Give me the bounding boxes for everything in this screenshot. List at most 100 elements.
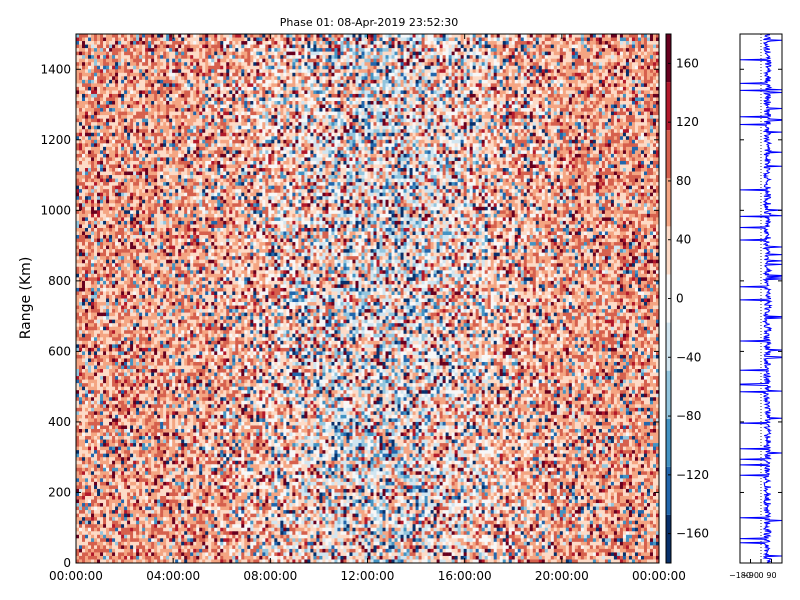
heatmap-cell <box>139 503 142 507</box>
heatmap-cell <box>124 387 127 391</box>
heatmap-cell <box>139 97 142 101</box>
heatmap-cell <box>82 288 85 292</box>
heatmap-cell <box>118 351 121 355</box>
heatmap-cell <box>103 457 106 461</box>
heatmap-cell <box>133 514 136 518</box>
heatmap-cell <box>82 521 85 525</box>
heatmap-cell <box>115 376 118 380</box>
heatmap-cell <box>115 383 118 387</box>
heatmap-cell <box>103 341 106 345</box>
heatmap-cell <box>112 140 115 144</box>
heatmap-cell <box>124 556 127 560</box>
heatmap-cell <box>85 334 88 338</box>
heatmap-cell <box>127 136 130 140</box>
heatmap-cell <box>109 535 112 539</box>
heatmap-cell <box>91 172 94 176</box>
heatmap-cell <box>139 351 142 355</box>
heatmap-cell <box>130 90 133 94</box>
heatmap-cell <box>115 369 118 373</box>
heatmap-cell <box>121 66 124 70</box>
heatmap-cell <box>121 256 124 260</box>
heatmap-cell <box>136 383 139 387</box>
heatmap-cell <box>97 538 100 542</box>
heatmap-cell <box>112 284 115 288</box>
heatmap-cell <box>100 45 103 49</box>
heatmap-cell <box>127 355 130 359</box>
heatmap-cell <box>136 94 139 98</box>
heatmap-cell <box>103 150 106 154</box>
heatmap-cell <box>106 552 109 556</box>
heatmap-cell <box>106 246 109 250</box>
heatmap-cell <box>88 418 91 422</box>
heatmap-cell <box>94 524 97 528</box>
heatmap-cell <box>127 306 130 310</box>
heatmap-cell <box>121 94 124 98</box>
heatmap-cell <box>79 415 82 419</box>
heatmap-cell <box>91 175 94 179</box>
heatmap-cell <box>103 440 106 444</box>
heatmap-cell <box>115 143 118 147</box>
heatmap-cell <box>94 401 97 405</box>
heatmap-cell <box>100 270 103 274</box>
heatmap-cell <box>112 239 115 243</box>
heatmap-cell <box>82 341 85 345</box>
heatmap-cell <box>82 531 85 535</box>
heatmap-cell <box>97 440 100 444</box>
heatmap-cell <box>142 38 145 42</box>
heatmap-cell <box>100 327 103 331</box>
heatmap-cell <box>109 482 112 486</box>
heatmap-cell <box>127 94 130 98</box>
heatmap-cell <box>139 263 142 267</box>
heatmap-cell <box>130 172 133 176</box>
heatmap-cell <box>88 105 91 109</box>
heatmap-cell <box>130 224 133 228</box>
heatmap-cell <box>88 263 91 267</box>
heatmap-cell <box>115 418 118 422</box>
heatmap-cell <box>88 133 91 137</box>
heatmap-cell <box>121 514 124 518</box>
heatmap-cell <box>133 80 136 84</box>
heatmap-cell <box>121 556 124 560</box>
heatmap-cell <box>91 404 94 408</box>
heatmap-cell <box>97 535 100 539</box>
heatmap-cell <box>100 274 103 278</box>
heatmap-cell <box>133 175 136 179</box>
heatmap-cell <box>127 133 130 137</box>
heatmap-cell <box>118 108 121 112</box>
heatmap-cell <box>124 288 127 292</box>
heatmap-cell <box>118 454 121 458</box>
heatmap-cell <box>100 341 103 345</box>
heatmap-cell <box>97 143 100 147</box>
heatmap-cell <box>130 429 133 433</box>
heatmap-cell <box>115 189 118 193</box>
heatmap-cell <box>112 267 115 271</box>
heatmap-cell <box>136 521 139 525</box>
heatmap-cell <box>91 69 94 73</box>
heatmap-cell <box>79 38 82 42</box>
heatmap-cell <box>109 228 112 232</box>
heatmap-cell <box>82 422 85 426</box>
heatmap-cell <box>91 189 94 193</box>
heatmap-cell <box>100 101 103 105</box>
heatmap-cell <box>115 217 118 221</box>
heatmap-cell <box>133 87 136 91</box>
heatmap-cell <box>103 471 106 475</box>
heatmap-cell <box>136 267 139 271</box>
heatmap-cell <box>127 507 130 511</box>
heatmap-cell <box>112 454 115 458</box>
heatmap-cell <box>106 140 109 144</box>
heatmap-cell <box>82 373 85 377</box>
heatmap-cell <box>85 422 88 426</box>
heatmap-cell <box>106 182 109 186</box>
heatmap-cell <box>127 531 130 535</box>
heatmap-cell <box>100 129 103 133</box>
heatmap-cell <box>85 408 88 412</box>
heatmap-cell <box>121 535 124 539</box>
heatmap-cell <box>82 489 85 493</box>
heatmap-cell <box>103 168 106 172</box>
heatmap-cell <box>115 373 118 377</box>
heatmap-cell <box>88 90 91 94</box>
heatmap-cell <box>79 344 82 348</box>
heatmap-cell <box>85 450 88 454</box>
heatmap-cell <box>121 538 124 542</box>
